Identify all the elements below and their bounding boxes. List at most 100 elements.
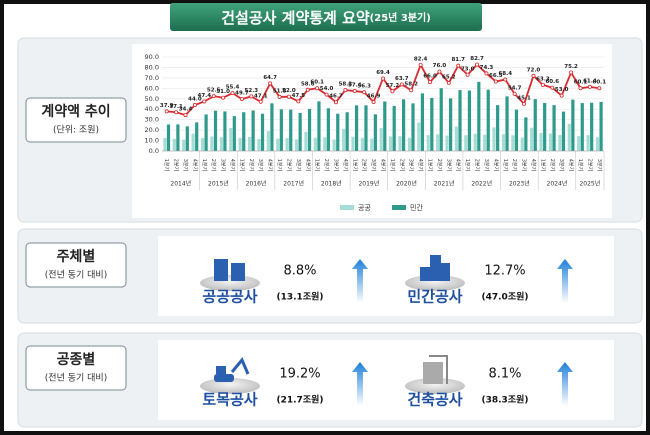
total-point (597, 86, 602, 91)
bar (492, 127, 496, 151)
bar (511, 135, 515, 151)
data-label: 60.1 (593, 80, 607, 86)
bar (298, 112, 302, 151)
bar (294, 139, 299, 151)
bar (454, 126, 459, 151)
bar (533, 99, 537, 151)
x-tick-label: 2분기 (474, 159, 481, 171)
bar (389, 136, 393, 151)
data-label: 51.8 (273, 88, 287, 94)
x-tick-label: 1분기 (464, 159, 471, 171)
x-tick-label: 3분기 (370, 159, 377, 171)
bar (270, 103, 274, 151)
bar (539, 132, 543, 151)
data-label: 60.1 (574, 80, 588, 86)
x-tick-label: 3분기 (408, 159, 415, 171)
bar (195, 122, 199, 151)
data-label: 52.3 (245, 88, 259, 94)
legend-label: 민간 (410, 203, 423, 212)
total-point (305, 87, 310, 92)
data-label: 47.5 (292, 93, 306, 99)
bar (317, 101, 321, 151)
data-label: 47.4 (198, 93, 212, 99)
icon-excavator (214, 374, 234, 382)
data-label: 44.0 (188, 97, 202, 103)
data-label: 60.6 (545, 79, 559, 85)
total-point (183, 113, 188, 118)
bar (543, 102, 547, 151)
bar (548, 133, 553, 151)
bar (204, 114, 208, 151)
year-label: 2025년 (579, 180, 600, 188)
bar (401, 99, 406, 151)
bar (445, 135, 449, 151)
card-name: 건축공사 (407, 391, 462, 409)
year-label: 2022년 (471, 180, 492, 188)
total-point (522, 101, 527, 106)
x-tick-label: 2분기 (361, 159, 368, 171)
card-amount: (38.3조원) (482, 394, 529, 406)
bar (210, 136, 214, 151)
x-tick-label: 4분기 (380, 159, 387, 171)
data-label: 58.6 (301, 81, 315, 87)
total-point (362, 90, 367, 95)
year-label: 2017년 (283, 180, 304, 188)
bar (229, 128, 233, 151)
card-change: 8.1% (488, 367, 521, 382)
x-tick-label: 3분기 (295, 159, 302, 171)
bar (247, 136, 252, 151)
bar (191, 133, 195, 151)
bar (524, 117, 528, 151)
cards: 공공공사 8.8% (13.1조원) 민간공사 12.7% (47.0조원) 토목공사 19.… (200, 255, 573, 409)
bar (430, 97, 434, 151)
bar (213, 110, 218, 151)
bar (232, 116, 236, 151)
y-tick-label: 40.0 (145, 105, 159, 113)
data-label: 58.2 (404, 82, 418, 88)
bar (464, 135, 468, 151)
data-label: 57.4 (348, 83, 362, 89)
bar (313, 137, 317, 151)
card-name: 토목공사 (202, 391, 257, 409)
total-point (559, 93, 564, 98)
x-tick-label: 3분기 (445, 159, 452, 171)
x-tick-label: 1분기 (351, 159, 358, 171)
total-point (587, 84, 592, 89)
bar (577, 136, 581, 151)
bar (449, 98, 453, 151)
card-change: 12.7% (484, 264, 525, 279)
total-point (352, 89, 357, 94)
bar (364, 105, 368, 151)
bar (285, 138, 289, 151)
bar (477, 81, 481, 151)
section-title: 주체별 (57, 248, 96, 265)
icon-construction (423, 362, 443, 384)
bar (552, 105, 556, 151)
bar (561, 111, 566, 151)
card-amount: (47.0조원) (482, 291, 529, 303)
section-subtitle: (전년 동기 대비) (45, 270, 107, 281)
section-label-box (25, 242, 127, 288)
y-tick-label: 30.0 (145, 116, 159, 124)
chart: 0.0 10.0 20.0 30.0 40.0 50.0 60.0 70.0 80.0 90.0 3… (145, 53, 607, 212)
year-label: 2015년 (208, 180, 229, 188)
x-tick-label: 1분기 (502, 159, 509, 171)
x-tick-label: 3분기 (257, 159, 264, 171)
total-point (569, 70, 574, 75)
icon-building (214, 259, 228, 281)
data-label: 81.7 (451, 57, 465, 63)
x-tick-label: 4분기 (267, 159, 274, 171)
data-label: 74.3 (480, 65, 494, 71)
y-tick-label: 80.0 (145, 63, 159, 71)
total-point (277, 94, 282, 99)
bar (289, 109, 293, 151)
bar (383, 101, 387, 151)
total-point (239, 97, 244, 102)
bar (373, 114, 377, 151)
bar (595, 137, 600, 151)
total-point (202, 99, 207, 104)
title-main: 건설공사 계약통계 요약 (221, 9, 370, 27)
bar (520, 137, 524, 151)
total-point (465, 72, 470, 77)
bar (351, 136, 355, 151)
